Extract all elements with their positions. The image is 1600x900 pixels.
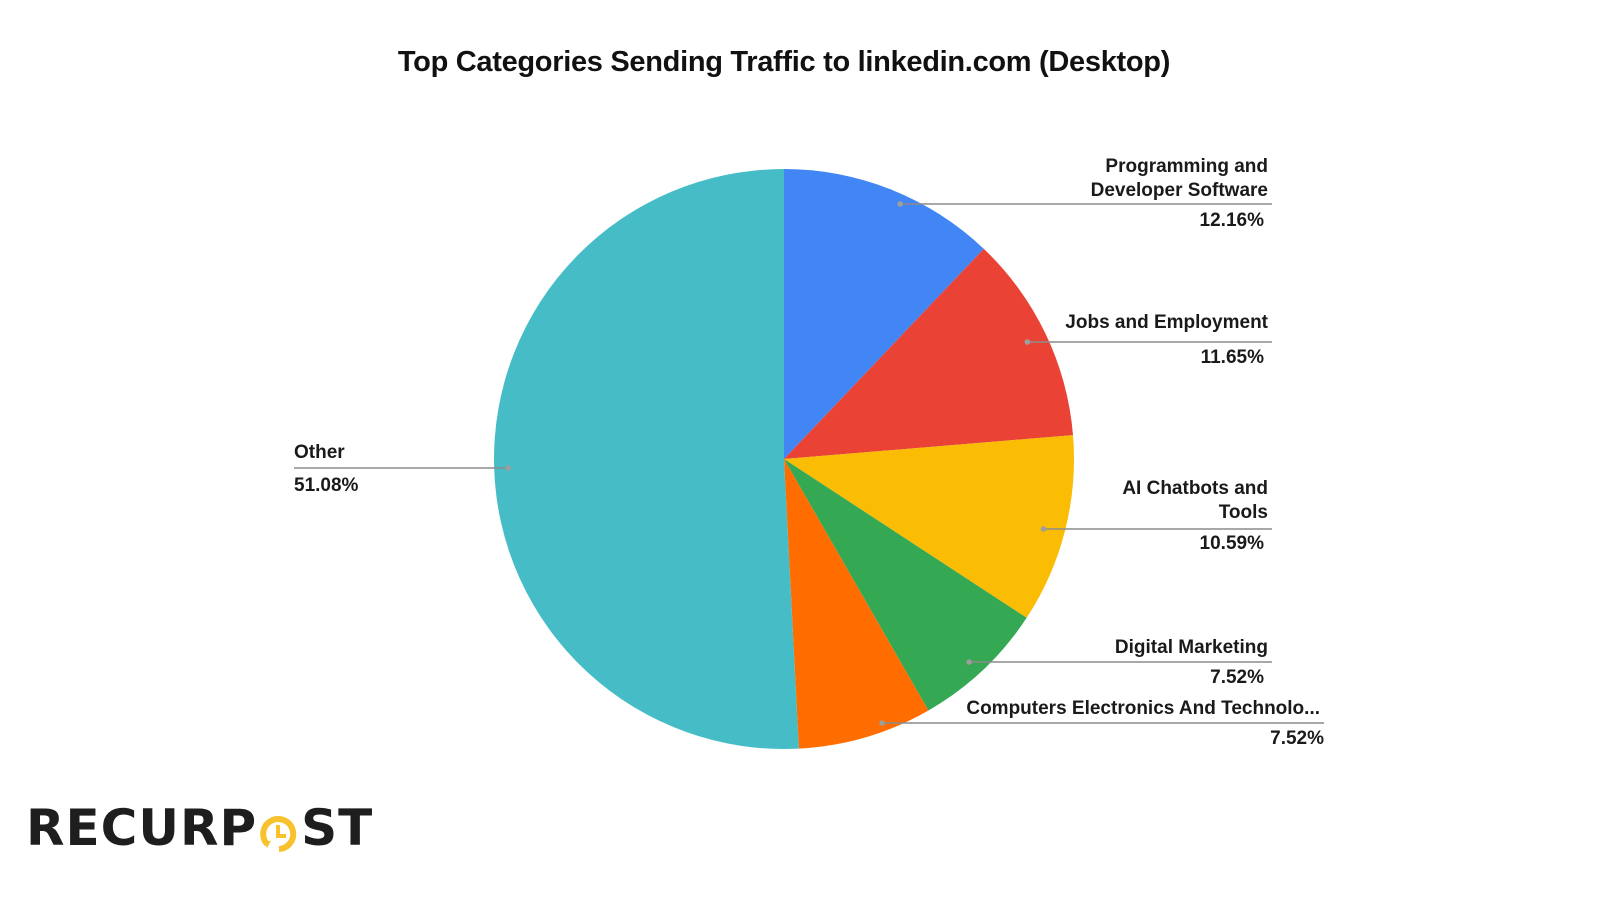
leader-dot bbox=[1024, 339, 1031, 345]
clock-icon bbox=[259, 808, 299, 852]
pie-slice bbox=[493, 169, 799, 750]
slice-label: AI Chatbots and Tools bbox=[1122, 477, 1268, 525]
pie-slice bbox=[784, 435, 1074, 618]
logo-text-end: ST bbox=[301, 799, 374, 857]
slice-label-line: Computers Electronics And Technolo... bbox=[966, 698, 1320, 719]
pie-slice bbox=[784, 248, 1074, 459]
slice-label: Computers Electronics And Technolo... bbox=[966, 697, 1320, 721]
slice-value: 10.59% bbox=[1199, 533, 1264, 554]
pie-slice bbox=[784, 459, 1027, 711]
slice-value: 11.65% bbox=[1200, 347, 1264, 368]
pie-slices bbox=[493, 169, 1074, 750]
slice-label: Jobs and Employment bbox=[1065, 311, 1268, 335]
leader-dot bbox=[1040, 526, 1047, 532]
slice-label: Digital Marketing bbox=[1115, 636, 1268, 660]
chart-title: Top Categories Sending Traffic to linked… bbox=[397, 46, 1171, 78]
slice-value: 51.08% bbox=[294, 475, 359, 496]
slice-label-line: Jobs and Employment bbox=[1065, 312, 1268, 333]
pie-slice bbox=[784, 169, 984, 459]
slice-value: 7.52% bbox=[1270, 728, 1324, 749]
slice-label-line: Developer Software bbox=[1090, 180, 1268, 201]
recurpost-logo: RECURP ST bbox=[26, 799, 374, 857]
leader-dot bbox=[879, 720, 885, 726]
slice-label-line: Tools bbox=[1218, 502, 1268, 523]
leader-dot bbox=[897, 201, 903, 207]
slice-label-line: AI Chatbots and bbox=[1122, 478, 1268, 499]
slice-label-line: Digital Marketing bbox=[1114, 637, 1268, 658]
slice-value: 7.52% bbox=[1210, 667, 1264, 688]
slice-label: Other bbox=[294, 441, 345, 465]
leader-dot bbox=[966, 659, 972, 665]
slice-label: Programming and Developer Software bbox=[1091, 155, 1268, 203]
leader-lines bbox=[294, 201, 1324, 726]
slice-label-line: Other bbox=[294, 442, 345, 463]
leader-dot bbox=[505, 465, 511, 471]
slice-label-line: Programming and bbox=[1105, 156, 1268, 177]
slice-value: 12.16% bbox=[1199, 210, 1264, 231]
pie-slice bbox=[784, 459, 929, 749]
logo-text-start: RECURP bbox=[26, 799, 258, 857]
